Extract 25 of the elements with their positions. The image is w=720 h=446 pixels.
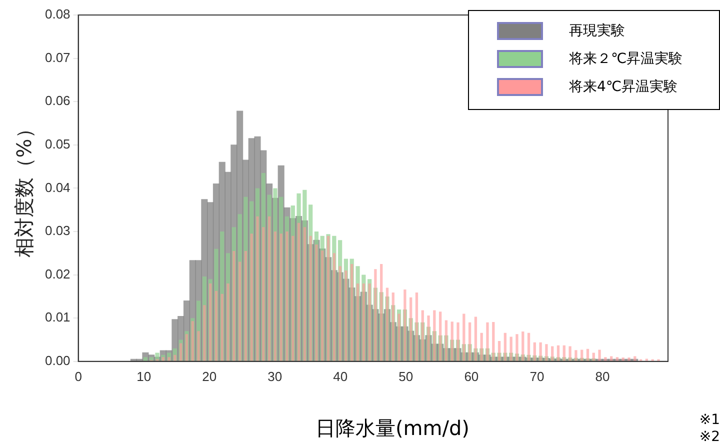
x-tick-label: 60 bbox=[464, 368, 479, 384]
x-tick-label: 70 bbox=[530, 368, 544, 384]
x-tick-label: 30 bbox=[268, 368, 282, 384]
x-tick-label: 20 bbox=[202, 368, 217, 384]
x-tick-label: 10 bbox=[136, 368, 152, 384]
y-tick-label: 0.05 bbox=[44, 136, 70, 152]
y-tick-label: 0.01 bbox=[44, 310, 70, 325]
x-tick-label: 80 bbox=[595, 368, 610, 384]
y-tick-label: 0.06 bbox=[44, 93, 70, 108]
x-axis-title: 日降水量(mm/d) bbox=[314, 415, 470, 442]
x-tick-label: 0 bbox=[74, 368, 82, 384]
y-tick-label: 0.02 bbox=[44, 266, 70, 282]
legend-label: 将来２℃昇温実験 bbox=[569, 50, 683, 68]
legend-label: 再現実験 bbox=[569, 22, 625, 40]
x-tick-label: 50 bbox=[398, 368, 414, 384]
y-tick-label: 0.03 bbox=[44, 223, 70, 238]
x-tick-label: 40 bbox=[333, 368, 348, 384]
y-tick-label: 0.00 bbox=[44, 352, 70, 368]
text: ※2 bbox=[699, 429, 720, 446]
y-tick-label: 0.07 bbox=[44, 50, 70, 65]
legend-label: 将来4℃昇温実験 bbox=[569, 78, 678, 96]
y-axis-title: 相対度数（%） bbox=[12, 118, 36, 258]
y-tick-label: 0.04 bbox=[44, 180, 70, 195]
y-tick-label: 0.08 bbox=[44, 6, 70, 22]
text: ※1 bbox=[699, 412, 720, 429]
